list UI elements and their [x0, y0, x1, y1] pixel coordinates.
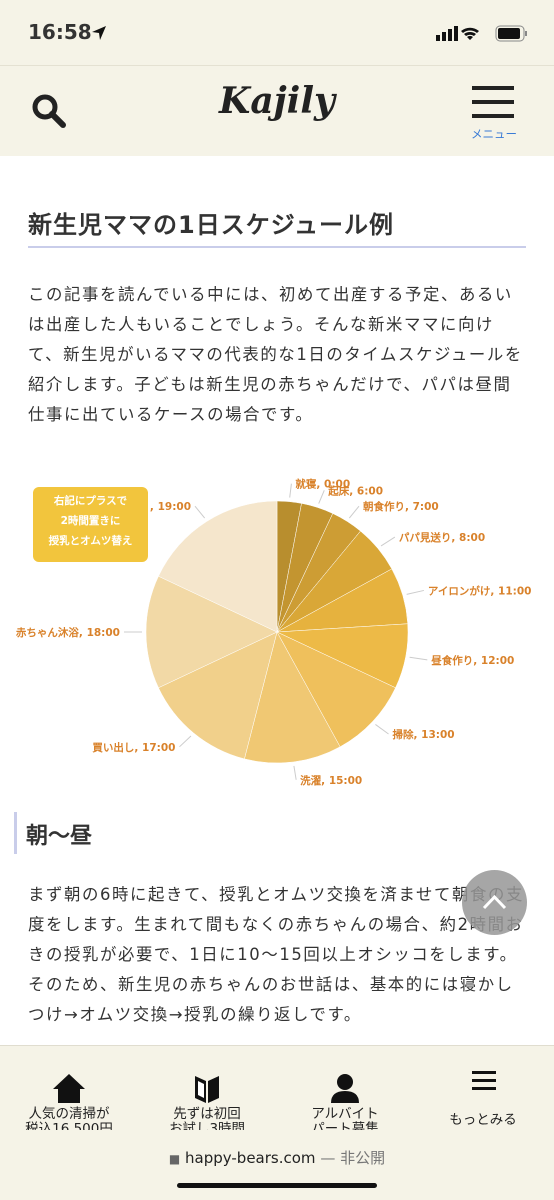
url-text: ■ happy-bears.com — 非公開 [0, 1147, 554, 1168]
leader-line [293, 765, 297, 780]
status-bar: 16:58 [0, 0, 554, 65]
leader-line [289, 483, 292, 498]
pie-slice [158, 500, 278, 633]
status-icons [436, 25, 527, 42]
leader-line [179, 735, 192, 748]
site-header: Kajily メニュー [0, 65, 554, 156]
clock: 16:58 [28, 20, 92, 44]
url-bar: ■ happy-bears.com — 非公開 [0, 1130, 554, 1200]
slice-label: アイロンがけ, 11:00 [428, 584, 532, 597]
pie-slice [276, 631, 396, 748]
slice-label: 赤ちゃん沐浴, 18:00 [16, 626, 120, 639]
leader-line [194, 505, 206, 519]
leader-line [318, 490, 325, 504]
pie-slice [145, 575, 278, 689]
menu-button[interactable] [472, 86, 516, 120]
slice-label: 昼食作り, 12:00 [431, 654, 514, 667]
slice-label: 起床, 6:00 [327, 484, 383, 497]
nav-item[interactable]: もっとみる [414, 1046, 552, 1131]
person-icon [331, 1074, 359, 1103]
slice-label: 洗濯, 15:00 [300, 774, 362, 787]
slice-label: 就寝, 0:00 [295, 478, 350, 491]
search-button[interactable] [30, 92, 70, 132]
article-heading: 新生児ママの1日スケジュール例 [28, 211, 395, 239]
leader-line [406, 589, 425, 595]
nav-label: もっとみる [449, 1112, 517, 1128]
book-icon [195, 1076, 219, 1103]
more-icon [472, 1071, 496, 1090]
leader-line [375, 724, 389, 735]
logo[interactable]: Kajily [219, 80, 335, 122]
slice-label: パパ見送り, 8:00 [399, 531, 485, 544]
chart-callout: 右記にプラスで 2時間置きに 授乳とオムツ替え [33, 487, 148, 562]
leader-line [409, 656, 428, 661]
home-icon [53, 1074, 85, 1103]
url-suffix: — 非公開 [320, 1149, 386, 1167]
pie-slice [244, 631, 341, 764]
nav-item[interactable]: 先ずは初回 お試し3時間 [138, 1046, 276, 1137]
heading-underline [28, 246, 526, 248]
section-bar [14, 812, 17, 854]
bottom-nav: 人気の清掃が 税込16,500円 先ずは初回 お試し3時間 アルバイト パート募… [0, 1045, 554, 1137]
slice-label: 朝食作り, 7:00 [363, 500, 439, 513]
section-heading: 朝〜昼 [26, 824, 93, 849]
article-paragraph: この記事を読んでいる中には、初めて出産する予定、あるいは出産した人もいることでし… [28, 285, 523, 424]
slice-label: 掃除, 13:00 [393, 728, 455, 741]
menu-label: メニュー [471, 127, 517, 141]
url-domain: happy-bears.com [185, 1149, 316, 1167]
nav-item[interactable]: 人気の清掃が 税込16,500円 [0, 1046, 138, 1137]
section-paragraph: まず朝の6時に起きて、授乳とオムツ交換を済ませて朝食の支度をします。生まれて間も… [28, 885, 524, 1024]
pie-slice [158, 631, 278, 760]
leader-line [380, 536, 396, 547]
lock-icon: ■ [168, 1152, 181, 1166]
chevron-up [482, 894, 507, 910]
nav-item[interactable]: アルバイト パート募集 [276, 1046, 414, 1137]
leader-line [348, 505, 360, 519]
home-indicator [177, 1183, 377, 1188]
location-icon [92, 26, 106, 40]
scroll-top-button[interactable] [462, 870, 527, 935]
slice-label: 買い出し, 17:00 [92, 741, 175, 754]
